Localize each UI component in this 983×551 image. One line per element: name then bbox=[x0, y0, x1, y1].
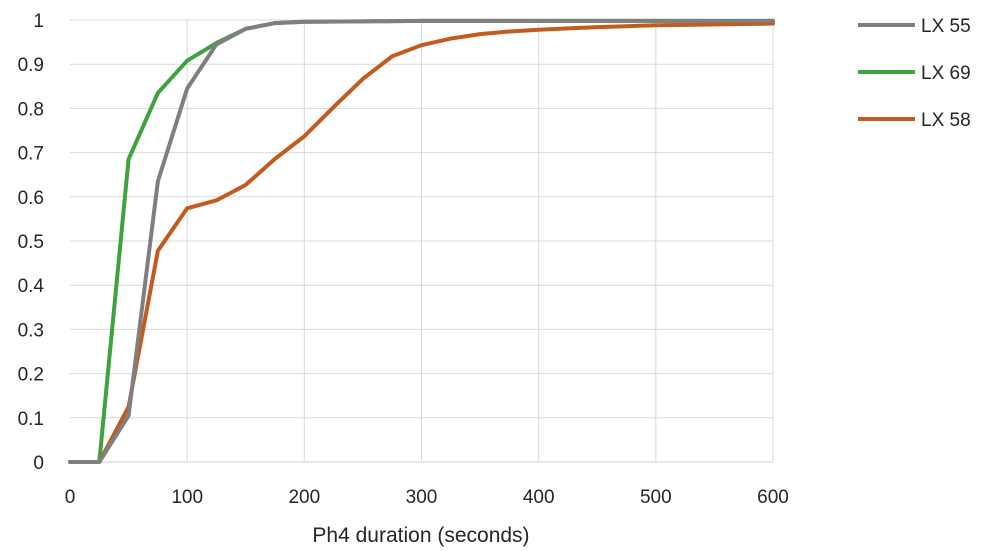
y-tick-label: 0.7 bbox=[18, 144, 44, 165]
y-tick-label: 0.9 bbox=[18, 55, 44, 76]
gridlines bbox=[70, 19, 774, 462]
y-tick-label: 0.5 bbox=[18, 232, 44, 253]
x-tick-label: 200 bbox=[288, 487, 320, 508]
x-axis-title: Ph4 duration (seconds) bbox=[312, 524, 529, 547]
series-line-lx-55 bbox=[68, 18, 775, 464]
y-tick-label: 0.1 bbox=[18, 409, 44, 430]
x-tick-label: 500 bbox=[640, 487, 672, 508]
y-tick-label: 0.4 bbox=[18, 276, 45, 297]
y-tick-label: 0.8 bbox=[18, 99, 44, 120]
legend-label: LX 58 bbox=[921, 110, 971, 131]
x-tick-label: 400 bbox=[523, 487, 555, 508]
series-line-lx-58 bbox=[68, 21, 775, 464]
x-tick-labels: 0 100 200 300 400 500 600 bbox=[65, 487, 789, 508]
y-tick-labels: 0 0.1 0.2 0.3 0.4 0.5 0.6 0.7 0.8 0.9 1 bbox=[18, 11, 45, 474]
series-lines bbox=[68, 18, 775, 464]
y-tick-label: 1 bbox=[33, 11, 44, 32]
legend-label: LX 69 bbox=[921, 63, 971, 84]
x-tick-label: 300 bbox=[406, 487, 438, 508]
y-tick-label: 0 bbox=[33, 453, 44, 474]
legend: LX 55 LX 69 LX 58 bbox=[858, 16, 971, 131]
x-tick-label: 0 bbox=[65, 487, 76, 508]
y-tick-label: 0.3 bbox=[18, 320, 44, 341]
x-tick-label: 600 bbox=[757, 487, 789, 508]
y-tick-label: 0.2 bbox=[18, 365, 44, 386]
y-tick-label: 0.6 bbox=[18, 188, 44, 209]
x-tick-label: 100 bbox=[171, 487, 203, 508]
legend-label: LX 55 bbox=[921, 16, 971, 37]
